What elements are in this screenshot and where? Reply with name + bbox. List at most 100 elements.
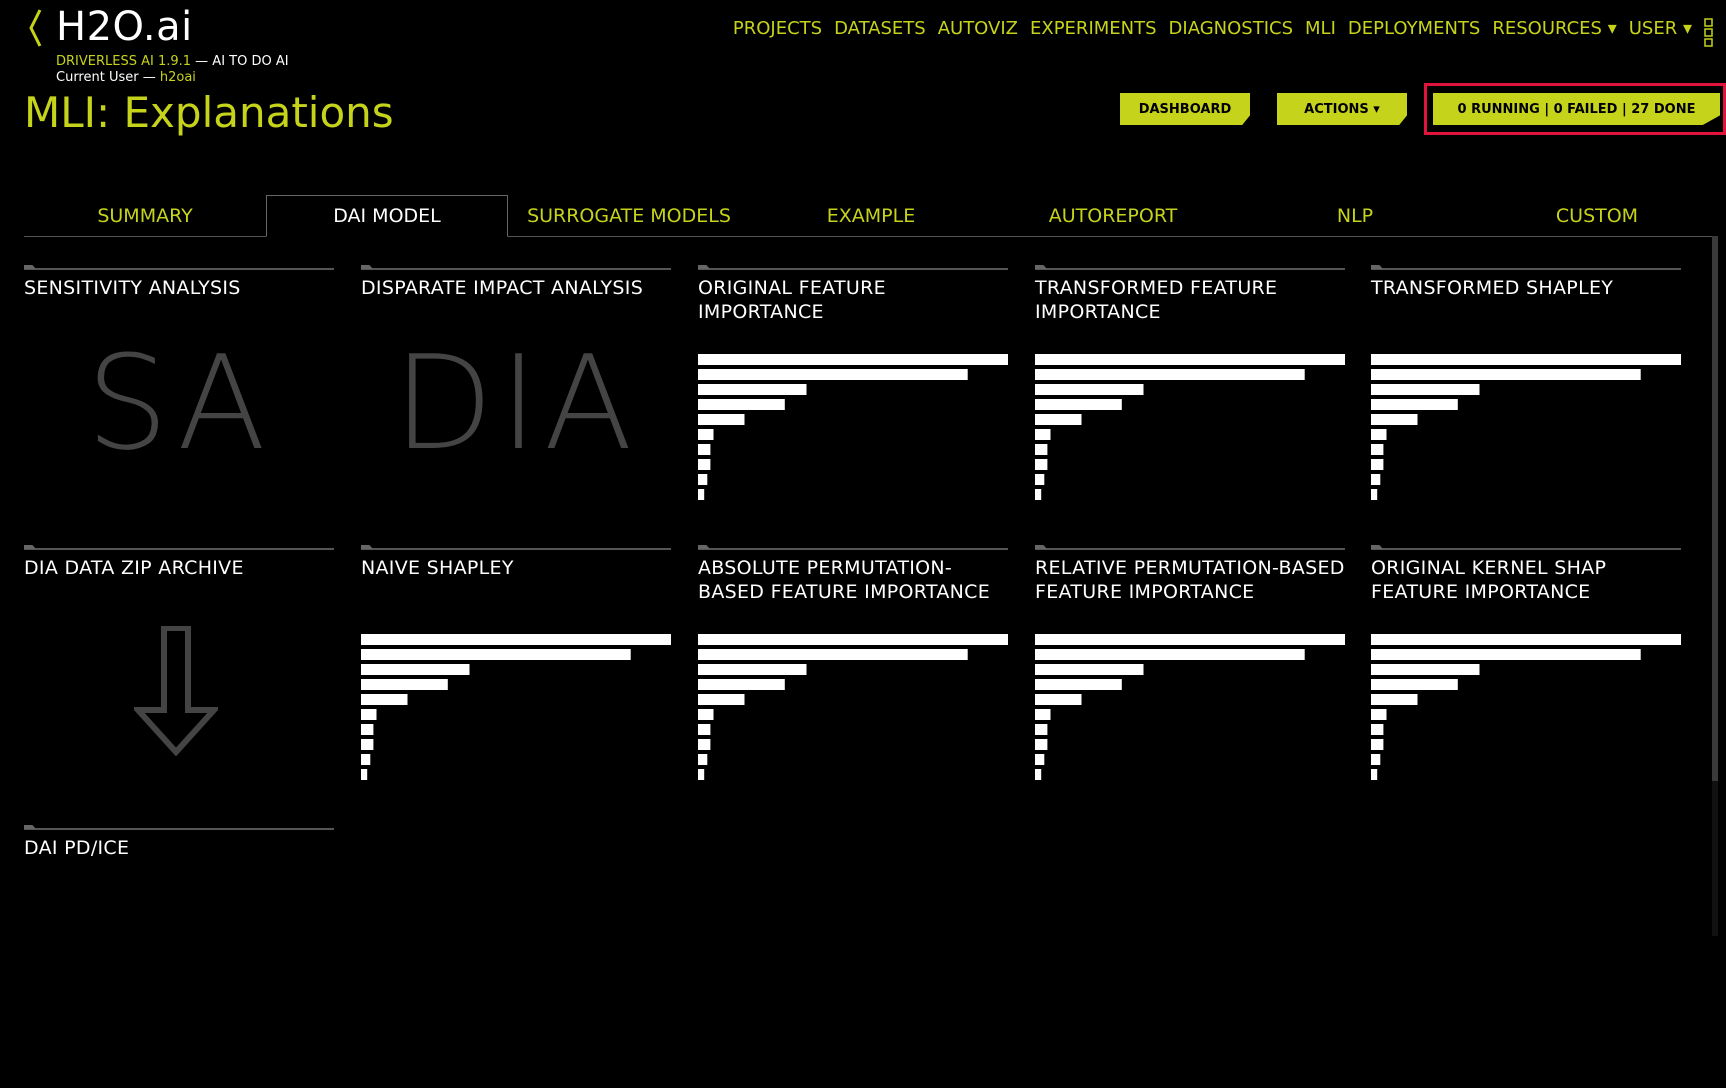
- importance-bar: [698, 489, 705, 500]
- nav-item-user[interactable]: USER ▾: [1628, 18, 1692, 39]
- importance-bar: [698, 474, 708, 485]
- importance-bar: [1035, 384, 1144, 395]
- card-corner-tab: [698, 265, 710, 269]
- tab-dai-model[interactable]: DAI MODEL: [266, 195, 508, 237]
- nav-item-mli[interactable]: MLI: [1305, 18, 1336, 39]
- card-title: ORIGINAL FEATURE IMPORTANCE: [698, 277, 886, 323]
- product-tagline: — AI TO DO AI: [191, 54, 289, 69]
- card-naive-shapley[interactable]: NAIVE SHAPLEY: [361, 545, 671, 808]
- nav-item-experiments[interactable]: EXPERIMENTS: [1030, 18, 1157, 39]
- importance-bar: [1035, 709, 1051, 720]
- card-title: DISPARATE IMPACT ANALYSIS: [361, 277, 644, 299]
- importance-bar: [361, 739, 374, 750]
- importance-bar: [1371, 444, 1384, 455]
- importance-bar: [698, 679, 785, 690]
- card-divider: [24, 268, 334, 270]
- card-title: DAI PD/ICE: [24, 837, 130, 859]
- importance-bar: [1035, 414, 1082, 425]
- nav-item-deployments[interactable]: DEPLOYMENTS: [1347, 18, 1481, 39]
- importance-bar: [698, 754, 708, 765]
- nav-item-autoviz[interactable]: AUTOVIZ: [937, 18, 1018, 39]
- tabs-divider: [24, 236, 1714, 237]
- current-user-label: Current User —: [56, 70, 160, 85]
- download-arrow-icon: [134, 626, 218, 756]
- top-nav: PROJECTS DATASETS AUTOVIZ EXPERIMENTS DIAGNO…: [733, 18, 1692, 39]
- importance-bar: [1371, 369, 1641, 380]
- back-chevron-icon[interactable]: [26, 6, 46, 50]
- tab-nlp[interactable]: NLP: [1336, 205, 1374, 227]
- importance-bar: [1035, 724, 1048, 735]
- importance-bar: [1371, 739, 1384, 750]
- importance-bar: [1035, 649, 1305, 660]
- nav-item-projects[interactable]: PROJECTS: [732, 18, 823, 39]
- importance-bar: [698, 459, 711, 470]
- importance-bar: [1035, 399, 1122, 410]
- card-original-kernel-shap-feature-importance[interactable]: ORIGINAL KERNEL SHAP FEATURE IMPORTANCE: [1371, 545, 1681, 808]
- card-corner-tab: [1371, 265, 1383, 269]
- importance-bar: [698, 444, 711, 455]
- importance-bar: [1371, 474, 1381, 485]
- importance-bar: [361, 634, 671, 645]
- card-divider: [361, 268, 671, 270]
- feature-importance-thumbnail: [1371, 354, 1681, 500]
- card-dia-data-zip-archive[interactable]: DIA DATA ZIP ARCHIVE: [24, 545, 334, 808]
- nav-item-resources[interactable]: RESOURCES ▾: [1492, 18, 1617, 39]
- card-divider: [698, 268, 1008, 270]
- card-absolute-permutation-based-feature-importance[interactable]: ABSOLUTE PERMUTATION-BASED FEATURE IMPOR…: [698, 545, 1008, 808]
- importance-bar: [1035, 474, 1045, 485]
- importance-bar: [698, 354, 1008, 365]
- importance-bar: [1035, 664, 1144, 675]
- card-disparate-impact-analysis[interactable]: DISPARATE IMPACT ANALYSIS DIA: [361, 265, 671, 528]
- importance-bar: [361, 649, 631, 660]
- tab-autoreport[interactable]: AUTOREPORT: [1048, 205, 1178, 227]
- card-title: ORIGINAL KERNEL SHAP FEATURE IMPORTANCE: [1371, 557, 1607, 603]
- scrollbar-thumb[interactable]: [1712, 236, 1718, 781]
- apps-menu-icon[interactable]: [1704, 18, 1714, 48]
- importance-bar: [1035, 739, 1048, 750]
- card-divider: [1371, 268, 1681, 270]
- card-corner-tab: [361, 545, 373, 549]
- tab-custom[interactable]: CUSTOM: [1555, 205, 1639, 227]
- importance-bar: [1371, 754, 1381, 765]
- tab-bar: SUMMARY DAI MODEL SURROGATE MODELS EXAMPLE A…: [24, 195, 1714, 237]
- card-corner-tab: [1371, 545, 1383, 549]
- card-thumbnail-letters: DIA: [393, 327, 639, 479]
- tab-surrogate-models[interactable]: SURROGATE MODELS: [527, 205, 731, 227]
- nav-item-datasets[interactable]: DATASETS: [834, 18, 926, 39]
- importance-bar: [361, 694, 408, 705]
- card-transformed-feature-importance[interactable]: TRANSFORMED FEATURE IMPORTANCE: [1035, 265, 1345, 528]
- card-title: TRANSFORMED SHAPLEY: [1371, 277, 1614, 299]
- job-status-button[interactable]: 0 RUNNING | 0 FAILED | 27 DONE: [1433, 93, 1720, 125]
- card-relative-permutation-based-feature-importance[interactable]: RELATIVE PERMUTATION-BASED FEATURE IMPOR…: [1035, 545, 1345, 808]
- card-divider: [361, 548, 671, 550]
- card-corner-tab: [361, 265, 373, 269]
- importance-bar: [1035, 679, 1122, 690]
- nav-item-diagnostics[interactable]: DIAGNOSTICS: [1168, 18, 1294, 39]
- card-original-feature-importance[interactable]: ORIGINAL FEATURE IMPORTANCE: [698, 265, 1008, 528]
- importance-bar: [1371, 679, 1458, 690]
- card-corner-tab: [24, 545, 36, 549]
- feature-importance-thumbnail: [1371, 634, 1681, 780]
- importance-bar: [1371, 384, 1480, 395]
- importance-bar: [1035, 369, 1305, 380]
- tab-example[interactable]: EXAMPLE: [826, 205, 916, 227]
- importance-bar: [1035, 459, 1048, 470]
- actions-button[interactable]: ACTIONS ▾: [1277, 93, 1407, 125]
- importance-bar: [1035, 634, 1345, 645]
- importance-bar: [698, 649, 968, 660]
- importance-bar: [361, 724, 374, 735]
- dashboard-button[interactable]: DASHBOARD: [1120, 93, 1250, 125]
- tab-summary[interactable]: SUMMARY: [97, 205, 193, 227]
- card-dai-pd-ice[interactable]: DAI PD/ICE: [24, 825, 334, 1088]
- card-sensitivity-analysis[interactable]: SENSITIVITY ANALYSIS SA: [24, 265, 334, 528]
- card-transformed-shapley[interactable]: TRANSFORMED SHAPLEY: [1371, 265, 1681, 528]
- card-divider: [24, 828, 334, 830]
- importance-bar: [361, 664, 470, 675]
- importance-bar: [1371, 649, 1641, 660]
- card-corner-tab: [698, 545, 710, 549]
- brand-logo[interactable]: H2O.ai: [56, 4, 193, 50]
- importance-bar: [698, 384, 807, 395]
- card-title: TRANSFORMED FEATURE IMPORTANCE: [1035, 277, 1278, 323]
- importance-bar: [1371, 709, 1387, 720]
- card-divider: [698, 548, 1008, 550]
